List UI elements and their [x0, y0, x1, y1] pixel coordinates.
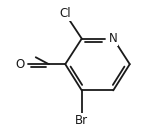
Text: Br: Br	[75, 114, 88, 127]
Text: O: O	[16, 58, 25, 71]
Text: Cl: Cl	[59, 7, 71, 20]
Text: N: N	[109, 32, 118, 45]
